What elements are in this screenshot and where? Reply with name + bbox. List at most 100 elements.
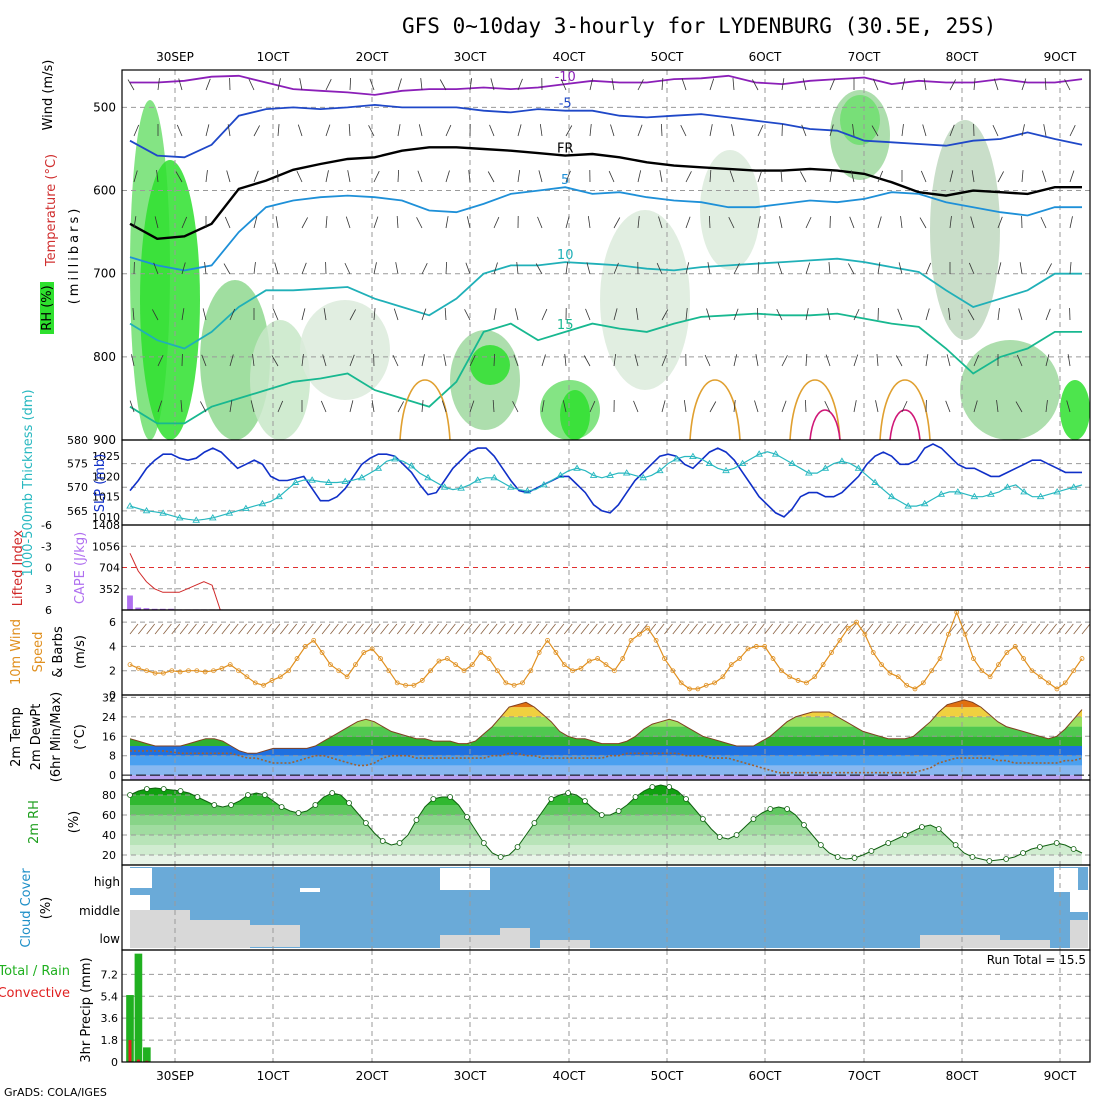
y-tick-label-wind: 0 [109,689,116,702]
wind-barb [271,355,279,367]
x-tick-label-bottom: 2OCT [356,1069,389,1083]
wind-barb [157,400,163,413]
surface-wind-barb [204,623,214,635]
wind-speed-marker [778,668,784,674]
wind-barb [1021,78,1027,91]
temperature-contour [129,186,1082,272]
side-label-total-rain: Total / Rain [0,964,70,979]
wind-barb [925,308,930,321]
surface-wind-barb [380,623,389,635]
wind-barb [1069,170,1075,183]
wind-barb [277,78,281,91]
rh-marker [497,854,504,860]
wind-barb [997,216,1003,229]
wind-barb [176,124,183,137]
y-axis-label-temp: 2m Temp [9,707,24,767]
y-tick-label-lifted-index: -6 [41,519,52,532]
surface-wind-barb [138,623,147,635]
wind-barb [202,308,207,321]
temperature-contour-label: 5 [561,173,569,188]
wind-barb [589,124,592,137]
surface-wind-barb [421,623,431,635]
wind-barb [706,308,711,321]
rh-shading [140,160,200,440]
thickness-marker [954,488,962,495]
wind-barb [392,354,399,367]
wind-barb [613,308,618,321]
wind-speed-marker [227,662,233,668]
surface-wind-barb [614,623,623,635]
wind-barb [973,354,980,367]
wind-barb [733,308,739,321]
chart-title: GFS 0~10day 3-hourly for LYDENBURG (30.5… [402,14,996,38]
surface-wind-barb [672,623,682,635]
wind-speed-marker [302,644,308,649]
wind-speed-marker [996,662,1001,668]
thickness-marker [407,462,416,469]
wind-barb [634,354,639,367]
wind-speed-marker [695,686,701,692]
y-axis-label-temp-unit: (°C) [73,724,88,750]
wind-speed-marker [653,637,659,643]
surface-wind-barb [280,623,289,635]
y-axis-label-pressure: (millibars) [67,206,82,305]
wind-barb [802,78,807,91]
surface-wind-barb [897,623,907,635]
rh-marker [986,858,993,864]
temperature-contour-label: FR [557,142,574,157]
wind-barb [732,78,735,91]
wind-speed-marker [252,680,258,686]
y-tick-label-pressure: 600 [93,184,116,198]
wind-barb [535,263,543,275]
wind-barb [973,78,976,91]
rh-marker [919,824,925,830]
surface-wind-barb [530,623,540,635]
wind-speed-marker [703,682,709,688]
wind-barb [920,170,927,183]
surface-wind-barb [956,623,966,635]
surface-wind-barb [822,623,832,635]
wind-barb [373,308,376,321]
wind-barb [948,308,951,321]
wind-barb [320,400,327,413]
thickness-marker [291,478,300,485]
surface-wind-barb [538,623,548,635]
surface-wind-barb [497,623,506,635]
wind-speed-marker [311,637,317,643]
surface-wind-barb [839,623,849,635]
wind-barb [801,124,807,137]
y-tick-label-temp: 8 [109,750,116,763]
temperature-contour-warm [879,379,931,441]
surface-wind-barb [363,623,373,635]
wind-speed-marker [1062,680,1068,686]
wind-speed-marker [411,682,417,688]
wind-barb [901,400,908,413]
wind-barb [205,78,211,91]
surface-wind-barb [572,623,581,635]
x-tick-label-top: 3OCT [454,50,487,64]
wind-barb [635,308,639,321]
wind-barb [133,124,140,137]
wind-barb [733,354,738,367]
wind-speed-marker [127,662,133,668]
wind-barb [973,400,978,413]
wind-speed-marker [728,662,734,668]
wind-barb [1066,400,1071,413]
wind-barb [661,354,667,367]
rh-marker [261,792,268,798]
wind-barb [970,216,975,229]
wind-speed-marker [486,656,492,661]
thickness-marker [1003,483,1012,490]
y-axis-label-slp: SLP (mb) [93,454,108,513]
surface-wind-barb [931,623,940,635]
wind-barb [586,262,591,275]
wind-speed-marker [887,670,893,676]
rh-marker [598,812,605,818]
wind-barb [971,170,975,183]
surface-wind-barb [413,623,423,635]
wind-speed-marker [678,680,684,686]
wind-barb [871,125,879,137]
wind-barb [517,78,523,91]
wind-barb [565,125,573,137]
